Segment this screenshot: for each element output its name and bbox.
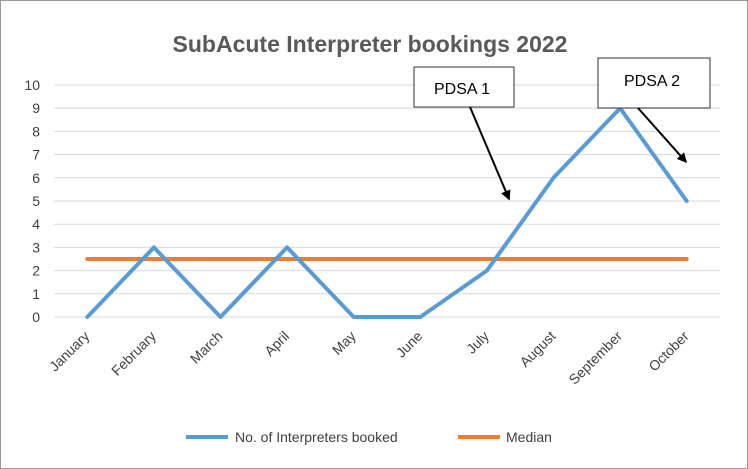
x-tick-label: June [393,328,426,361]
y-tick-label: 5 [32,193,40,209]
data-point-no-of-interpreters-booked [685,200,688,202]
data-point-no-of-interpreters-booked [219,316,222,318]
data-point-median [352,258,355,260]
data-point-no-of-interpreters-booked [552,176,555,179]
x-tick-label: September [565,328,625,388]
x-tick-label: August [516,328,558,370]
x-tick-label: February [108,328,159,379]
data-point-no-of-interpreters-booked [352,316,355,318]
data-point-no-of-interpreters-booked [86,316,89,318]
x-tick-label: July [463,328,492,357]
gridlines [54,84,720,318]
x-tick-label: January [46,328,93,375]
y-tick-label: 2 [32,263,40,279]
x-tick-label: October [645,328,692,375]
callout-arrow [637,107,688,164]
y-tick-label: 7 [32,147,40,163]
data-point-median [219,258,222,260]
y-tick-label: 4 [32,216,40,232]
callout-box [597,57,711,109]
callout-label: PDSA 2 [624,73,680,90]
x-tick-label: April [261,328,292,359]
callout-box [413,66,515,108]
annotations: PDSA 1 PDSA 2 [413,57,711,201]
legend-label: Median [506,429,552,445]
data-point-median [685,258,688,260]
y-tick-label: 8 [32,123,40,139]
data-point-median [152,258,155,260]
callout-label: PDSA 1 [434,81,490,98]
y-axis-ticks: 0 1 2 3 4 5 6 7 8 9 10 [24,77,40,325]
y-tick-label: 0 [32,309,40,325]
data-point-median [619,258,622,260]
y-tick-label: 3 [32,239,40,255]
x-tick-label: March [187,328,226,367]
data-point-no-of-interpreters-booked [485,269,488,272]
legend-label: No. of Interpreters booked [235,429,398,445]
y-tick-label: 10 [24,77,40,93]
data-point-no-of-interpreters-booked [419,316,422,318]
y-tick-label: 9 [32,100,40,116]
series-group [85,106,689,319]
data-point-median [286,258,289,260]
x-axis-ticks: January February March April May June July Augu… [46,328,692,388]
data-point-median [552,258,555,260]
callout-arrow [469,106,511,201]
data-point-median [86,258,89,260]
y-tick-label: 1 [32,286,40,302]
x-tick-label: May [329,328,359,358]
data-point-no-of-interpreters-booked [152,246,155,249]
data-point-median [419,258,422,260]
legend: No. of Interpreters booked Median [186,429,552,445]
data-point-median [485,258,488,260]
chart-title: SubAcute Interpreter bookings 2022 [173,31,568,57]
series-line-no-of-interpreters-booked [85,106,689,319]
data-point-no-of-interpreters-booked [286,246,289,249]
y-tick-label: 6 [32,170,40,186]
